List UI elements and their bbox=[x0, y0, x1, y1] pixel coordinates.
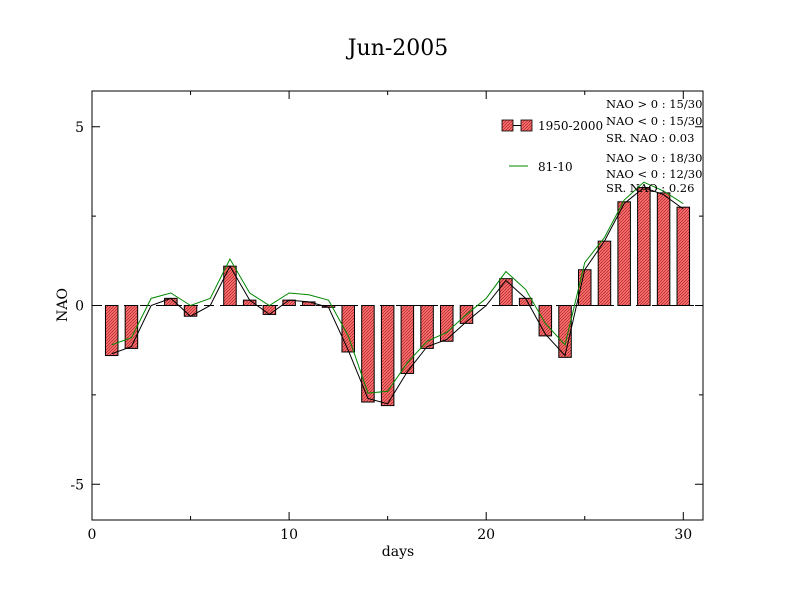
stat-nao-positive-1: NAO > 0 : 15/30 bbox=[606, 97, 702, 111]
legend-entry-bars: 1950-2000 bbox=[501, 119, 603, 133]
x-axis-label: days bbox=[382, 544, 414, 560]
y-tick-label: -5 bbox=[70, 477, 84, 493]
bar-day-9 bbox=[262, 305, 277, 315]
bar-day-28 bbox=[637, 187, 651, 306]
y-axis-label: NAO bbox=[55, 288, 71, 322]
bar-day-24 bbox=[558, 305, 572, 358]
stat-nao-negative-2: NAO < 0 : 12/30 bbox=[606, 167, 702, 181]
bar-day-17 bbox=[420, 305, 434, 349]
chart-title: Jun-2005 bbox=[346, 36, 449, 61]
bar-day-16 bbox=[400, 305, 415, 374]
x-tick-label: 20 bbox=[477, 527, 495, 543]
bar-day-22 bbox=[518, 297, 533, 307]
stat-sr-nao-1: SR. NAO : 0.03 bbox=[606, 131, 694, 145]
legend-entry-81-10: 81-10 bbox=[509, 160, 573, 174]
bar-series bbox=[104, 187, 691, 407]
bar-day-7 bbox=[223, 265, 237, 306]
bar-day-27 bbox=[617, 201, 631, 306]
bar-day-21 bbox=[499, 278, 513, 306]
bar-day-26 bbox=[597, 240, 612, 306]
legend: 1950-2000 81-10 NAO > 0 : 15/30 NAO < 0 … bbox=[501, 97, 702, 195]
legend-label-1950-2000: 1950-2000 bbox=[538, 119, 603, 133]
bar-day-11 bbox=[302, 301, 316, 306]
x-tick-label: 10 bbox=[280, 527, 298, 543]
stat-sr-nao-2: SR. NAO : 0.26 bbox=[606, 181, 694, 195]
legend-label-81-10: 81-10 bbox=[538, 160, 573, 174]
stat-nao-positive-2: NAO > 0 : 18/30 bbox=[606, 151, 702, 165]
bar-day-30 bbox=[676, 206, 691, 306]
bar-day-2 bbox=[124, 305, 139, 349]
stats-block-81-10: NAO > 0 : 18/30 NAO < 0 : 12/30 SR. NAO … bbox=[606, 151, 702, 195]
bar-day-5 bbox=[183, 305, 198, 317]
y-tick-label: 5 bbox=[75, 120, 84, 136]
y-tick-labels: -5 0 5 bbox=[70, 120, 84, 494]
bar-day-1 bbox=[104, 305, 119, 357]
stats-block-1950-2000: NAO > 0 : 15/30 NAO < 0 : 15/30 SR. NAO … bbox=[606, 97, 702, 145]
y-tick-label: 0 bbox=[75, 299, 84, 315]
stat-nao-negative-1: NAO < 0 : 15/30 bbox=[606, 114, 702, 128]
x-tick-labels: 0 10 20 30 bbox=[88, 527, 693, 543]
green-line-series bbox=[111, 181, 684, 394]
bar-day-23 bbox=[538, 305, 553, 337]
black-line-series bbox=[111, 186, 684, 405]
legend-bar-swatch bbox=[520, 119, 533, 132]
bar-day-29 bbox=[656, 192, 671, 306]
legend-bar-swatch bbox=[501, 119, 514, 132]
x-tick-label: 0 bbox=[88, 527, 97, 543]
axis-ticks bbox=[91, 91, 703, 520]
x-tick-label: 30 bbox=[674, 527, 692, 543]
plot-area bbox=[91, 90, 704, 521]
line-series bbox=[111, 181, 684, 405]
